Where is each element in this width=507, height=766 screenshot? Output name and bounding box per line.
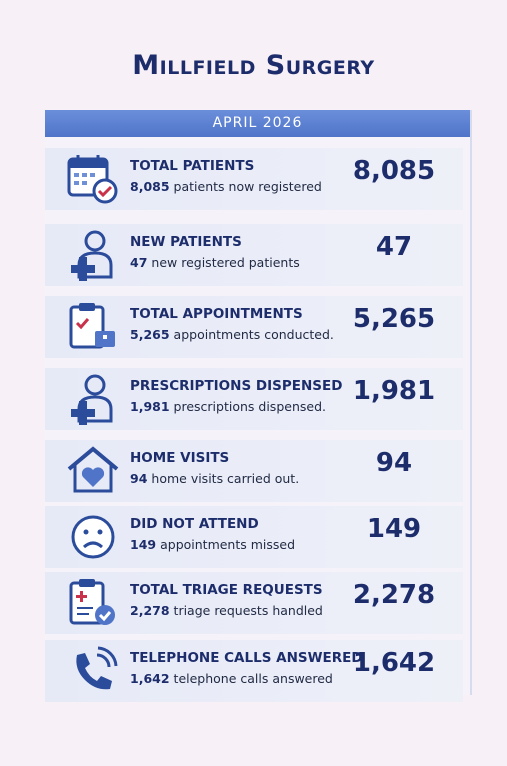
stat-title: PRESCRIPTIONS DISPENSED <box>130 378 343 394</box>
sad-face-icon <box>71 515 115 559</box>
stat-value: 47 <box>375 232 413 262</box>
stat-inline-value: 5,265 <box>130 327 170 342</box>
period-banner: APRIL 2026 <box>45 110 470 137</box>
stat-description: 149 appointments missed <box>130 537 295 552</box>
stat-description-text: triage requests handled <box>173 603 323 618</box>
stat-title: HOME VISITS <box>130 450 230 466</box>
stat-description: 1,981 prescriptions dispensed. <box>130 399 326 414</box>
stat-inline-value: 2,278 <box>130 603 170 618</box>
stat-card: TOTAL APPOINTMENTS 5,265 appointments cond… <box>45 296 463 358</box>
stat-inline-value: 94 <box>130 471 148 486</box>
person-plus-icon <box>71 374 113 425</box>
stat-value: 1,981 <box>352 376 436 406</box>
stat-description-text: telephone calls answered <box>173 671 333 686</box>
stat-title: NEW PATIENTS <box>130 234 242 250</box>
stat-title: TELEPHONE CALLS ANSWERED <box>130 650 363 666</box>
stat-inline-value: 47 <box>130 255 148 270</box>
title: Millfield Surgery <box>132 50 375 81</box>
stat-title: TOTAL TRIAGE REQUESTS <box>130 582 323 598</box>
stat-description-text: appointments conducted. <box>173 327 334 342</box>
stat-description: 94 home visits carried out. <box>130 471 299 486</box>
stat-inline-value: 8,085 <box>130 179 170 194</box>
stat-inline-value: 1,642 <box>130 671 170 686</box>
stat-description: 8,085 patients now registered <box>130 179 322 194</box>
stat-card: PRESCRIPTIONS DISPENSED 1,981 prescription… <box>45 368 463 430</box>
stat-card: DID NOT ATTEND 149 appointments missed 149 <box>45 506 463 568</box>
stat-value: 94 <box>375 448 413 478</box>
stat-description-text: appointments missed <box>160 537 296 552</box>
phone-icon <box>76 646 118 690</box>
person-plus-icon <box>71 230 113 281</box>
stat-value: 149 <box>366 514 422 544</box>
stat-description: 2,278 triage requests handled <box>130 603 323 618</box>
stat-value: 8,085 <box>352 156 436 186</box>
stat-description-text: prescriptions dispensed. <box>173 399 326 414</box>
clipboard-icon <box>69 303 115 349</box>
stat-value: 2,278 <box>352 580 436 610</box>
stat-description: 5,265 appointments conducted. <box>130 327 334 342</box>
stat-card: TOTAL PATIENTS 8,085 patients now register… <box>45 148 463 210</box>
stat-value: 5,265 <box>352 304 436 334</box>
stat-card: TELEPHONE CALLS ANSWERED 1,642 telephone c… <box>45 640 463 702</box>
house-heart-icon <box>67 446 119 493</box>
stat-title: TOTAL PATIENTS <box>130 158 255 174</box>
stat-inline-value: 149 <box>130 537 157 552</box>
stat-description-text: patients now registered <box>173 179 322 194</box>
stat-value: 1,642 <box>352 648 436 678</box>
stat-description-text: new registered patients <box>151 255 300 270</box>
stat-card: HOME VISITS 94 home visits carried out. 94 <box>45 440 463 502</box>
stat-card: TOTAL TRIAGE REQUESTS 2,278 triage request… <box>45 572 463 634</box>
stat-description: 1,642 telephone calls answered <box>130 671 333 686</box>
stat-card: NEW PATIENTS 47 new registered patients 47 <box>45 224 463 286</box>
triage-icon <box>69 579 115 625</box>
stat-description-text: home visits carried out. <box>151 471 300 486</box>
stat-title: DID NOT ATTEND <box>130 516 259 532</box>
stat-title: TOTAL APPOINTMENTS <box>130 306 303 322</box>
stat-description: 47 new registered patients <box>130 255 300 270</box>
stat-inline-value: 1,981 <box>130 399 170 414</box>
calendar-icon <box>67 155 118 204</box>
